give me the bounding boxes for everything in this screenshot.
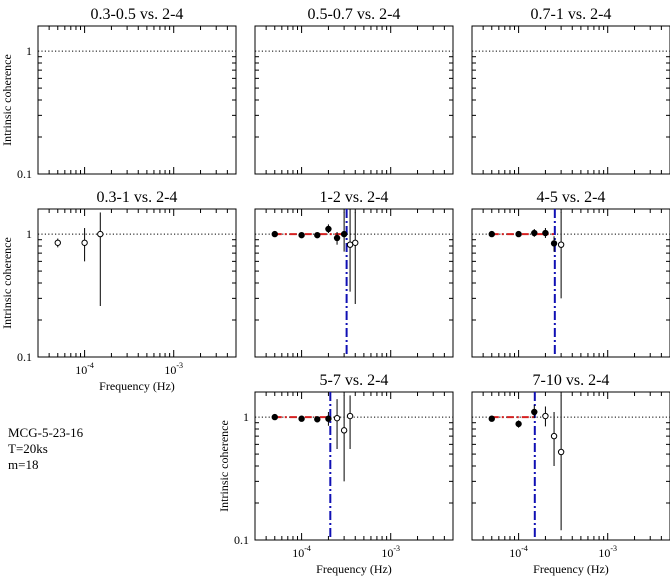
data-point-filled <box>550 240 558 247</box>
data-point-open <box>557 448 565 456</box>
x-axis-label: Frequency (Hz) <box>99 379 175 393</box>
data-point-open <box>340 427 348 434</box>
data-point-open <box>333 414 341 422</box>
panel-title: 5-7 vs. 2-4 <box>320 372 389 389</box>
data-point-filled <box>488 415 495 422</box>
y-tick-label-1: 1 <box>26 44 32 58</box>
data-point-open <box>550 432 558 440</box>
plot-frame <box>254 208 454 358</box>
data-point-filled <box>531 229 538 237</box>
x-tick-label: 10-4 <box>292 544 311 560</box>
panel-title: 7-10 vs. 2-4 <box>533 372 610 389</box>
info-bins: m=18 <box>8 457 39 472</box>
data-point-filled <box>542 229 549 237</box>
data-point-filled <box>271 413 278 421</box>
x-tick-label: 10-4 <box>75 361 94 377</box>
data-point-filled <box>325 415 332 422</box>
panel-title: 0.7-1 vs. 2-4 <box>531 6 612 23</box>
plot-frame <box>254 25 454 175</box>
x-tick-label: 10-3 <box>381 544 400 560</box>
data-point-filled <box>271 230 278 238</box>
data-point-open <box>542 412 549 420</box>
data-point-filled <box>515 420 522 428</box>
y-axis-label: Intrinsic coherence <box>0 237 14 329</box>
y-tick-label-1: 1 <box>26 227 32 241</box>
data-point-open <box>97 230 104 238</box>
data-point-open <box>346 412 354 420</box>
panel-title: 0.5-0.7 vs. 2-4 <box>308 6 401 23</box>
x-tick-label: 10-4 <box>509 544 528 560</box>
panel-8: 7-10 vs. 2-4 10-4 10-3 Frequency (Hz) <box>471 372 670 576</box>
plot-frame <box>471 25 670 175</box>
data-point-filled <box>340 230 348 238</box>
panel-1: 0.3-0.5 vs. 2-4 1 0.1 Intrinsic coherence <box>0 6 237 181</box>
panel-3: 0.7-1 vs. 2-4 <box>471 6 670 175</box>
x-axis-label: Frequency (Hz) <box>533 562 609 576</box>
panel-title: 1-2 vs. 2-4 <box>320 189 389 206</box>
info-source: MCG-5-23-16 <box>8 425 84 440</box>
panel-title: 0.3-1 vs. 2-4 <box>97 189 178 206</box>
info-exposure: T=20ks <box>8 441 48 456</box>
data-point-filled <box>298 231 305 239</box>
data-point-filled <box>488 230 495 238</box>
panel-7: 5-7 vs. 2-4 1 0.1 Intrinsic coherence 10-4 10… <box>217 372 454 576</box>
panel-title: 0.3-0.5 vs. 2-4 <box>91 6 184 23</box>
data-point-filled <box>298 415 305 422</box>
x-axis-label: Frequency (Hz) <box>316 562 392 576</box>
panel-6: 4-5 vs. 2-4 <box>471 189 670 358</box>
y-tick-label-0-1: 0.1 <box>17 350 32 364</box>
panel-4: 0.3-1 vs. 2-4 1 0.1 Intrinsic coherence 10-4… <box>0 189 237 393</box>
data-point-filled <box>531 408 538 416</box>
x-tick-label: 10-3 <box>598 544 617 560</box>
panel-title: 4-5 vs. 2-4 <box>537 189 606 206</box>
y-axis-label: Intrinsic coherence <box>217 420 231 512</box>
plot-frame <box>37 25 237 175</box>
data-point-filled <box>325 225 332 233</box>
y-tick-label-0-1: 0.1 <box>234 533 249 547</box>
plot-frame <box>254 391 454 541</box>
plot-frame <box>471 391 670 541</box>
panel-5: 1-2 vs. 2-4 <box>254 189 454 358</box>
x-tick-label: 10-3 <box>164 361 183 377</box>
data-point-filled <box>515 230 522 238</box>
plot-frame <box>471 208 670 358</box>
plot-frame <box>37 208 237 358</box>
y-axis-label: Intrinsic coherence <box>0 54 14 146</box>
data-point-open <box>54 239 61 246</box>
data-point-open <box>346 241 354 248</box>
data-point-filled <box>333 234 341 242</box>
data-point-open <box>557 241 565 248</box>
data-point-open <box>81 239 88 246</box>
data-point-filled <box>314 416 321 423</box>
data-point-open <box>352 239 359 246</box>
panel-2: 0.5-0.7 vs. 2-4 <box>254 6 454 175</box>
y-tick-label-0-1: 0.1 <box>17 167 32 181</box>
data-point-filled <box>314 231 321 239</box>
y-tick-label-1: 1 <box>243 410 249 424</box>
